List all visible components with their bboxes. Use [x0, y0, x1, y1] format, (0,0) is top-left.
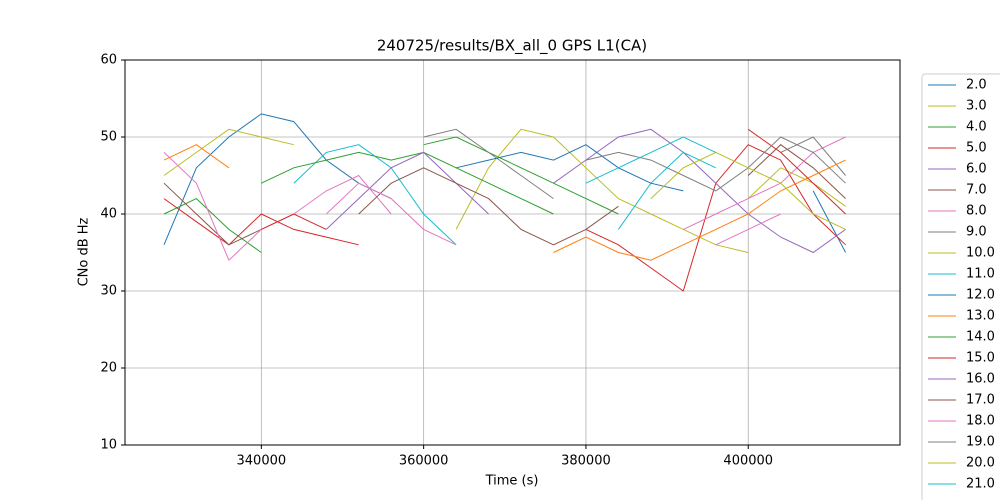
legend-label: 16.0 [966, 372, 995, 387]
series-line [455, 128, 749, 253]
legend-label: 20.0 [966, 456, 995, 471]
legend-label: 6.0 [966, 162, 987, 177]
series-line [358, 167, 619, 246]
legend-label: 9.0 [966, 225, 987, 240]
series-line [325, 151, 489, 230]
legend-label: 2.0 [966, 78, 987, 93]
series-line [163, 136, 846, 262]
legend-label: 12.0 [966, 288, 995, 303]
plot-frame [124, 59, 901, 446]
y-tick-label: 10 [100, 438, 117, 453]
series-line [163, 136, 619, 253]
legend-label: 18.0 [966, 414, 995, 429]
y-axis-label: CNo dB Hz [77, 217, 92, 286]
legend-label: 11.0 [966, 267, 995, 282]
series-line [325, 182, 781, 246]
legend-label: 21.0 [966, 477, 995, 492]
x-tick-label: 380000 [561, 454, 611, 469]
x-tick-label: 360000 [399, 454, 449, 469]
legend-label: 5.0 [966, 141, 987, 156]
series-line [585, 136, 717, 184]
series-line [261, 151, 554, 215]
series-line [261, 128, 846, 230]
legend-label: 14.0 [966, 330, 995, 345]
chart-title: 240725/results/BX_all_0 GPS L1(CA) [377, 37, 647, 56]
legend-label: 15.0 [966, 351, 995, 366]
series-line [553, 128, 846, 254]
series-line [455, 144, 684, 192]
x-tick-label: 400000 [723, 454, 773, 469]
x-tick-label: 340000 [237, 454, 287, 469]
legend-label: 17.0 [966, 393, 995, 408]
legend-box [921, 73, 1000, 500]
legend-label: 19.0 [966, 435, 995, 450]
series-line [163, 144, 846, 261]
legend-label: 7.0 [966, 183, 987, 198]
series-line [650, 151, 846, 230]
y-tick-label: 60 [100, 53, 117, 68]
series-line [163, 144, 846, 292]
series-line [423, 128, 846, 200]
legend-label: 13.0 [966, 309, 995, 324]
y-tick-label: 40 [100, 207, 117, 222]
series-line [163, 128, 846, 207]
legend-label: 3.0 [966, 99, 987, 114]
y-tick-label: 20 [100, 361, 117, 376]
y-tick-label: 50 [100, 130, 117, 145]
legend-label: 8.0 [966, 204, 987, 219]
x-axis-label: Time (s) [485, 474, 539, 489]
legend-label: 10.0 [966, 246, 995, 261]
series-line [163, 144, 846, 246]
legend-label: 4.0 [966, 120, 987, 135]
series-line [585, 136, 846, 192]
y-tick-label: 30 [100, 284, 117, 299]
